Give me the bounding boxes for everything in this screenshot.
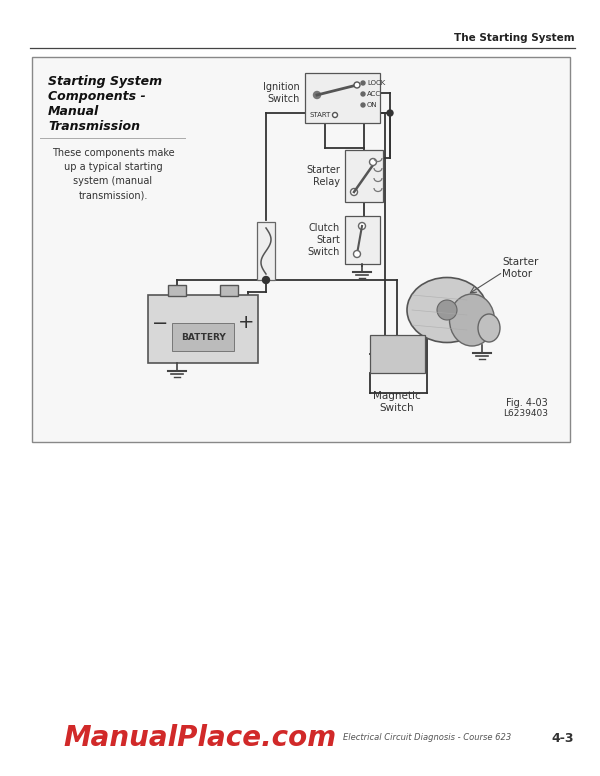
Text: START: START bbox=[309, 112, 331, 118]
Text: These components make
up a typical starting
system (manual
transmission).: These components make up a typical start… bbox=[52, 148, 175, 200]
Bar bbox=[148, 295, 258, 363]
Bar bbox=[305, 73, 380, 123]
Text: The Starting System: The Starting System bbox=[454, 33, 575, 43]
Text: Starter
Relay: Starter Relay bbox=[306, 165, 340, 187]
Bar bbox=[168, 285, 186, 296]
Bar bbox=[345, 216, 380, 264]
Circle shape bbox=[350, 189, 358, 196]
Text: ManualPlace.com: ManualPlace.com bbox=[64, 724, 337, 752]
Bar bbox=[32, 57, 570, 442]
Text: Fig. 4-03: Fig. 4-03 bbox=[506, 398, 548, 408]
Text: BATTERY: BATTERY bbox=[181, 332, 226, 341]
Circle shape bbox=[354, 82, 360, 88]
Bar bbox=[370, 335, 425, 373]
Bar bbox=[345, 150, 383, 202]
Bar bbox=[257, 222, 275, 280]
Text: ON: ON bbox=[367, 102, 377, 108]
Circle shape bbox=[359, 223, 365, 230]
Text: Transmission: Transmission bbox=[48, 120, 140, 133]
Text: ACC: ACC bbox=[367, 91, 381, 97]
Text: 4-3: 4-3 bbox=[551, 732, 574, 744]
Circle shape bbox=[387, 110, 393, 116]
Text: Starting System: Starting System bbox=[48, 75, 162, 88]
Circle shape bbox=[361, 92, 365, 96]
Ellipse shape bbox=[407, 278, 487, 342]
Ellipse shape bbox=[478, 314, 500, 342]
Text: Magnetic
Switch: Magnetic Switch bbox=[373, 391, 421, 413]
Text: Components -: Components - bbox=[48, 90, 146, 103]
Text: Starter
Motor: Starter Motor bbox=[502, 257, 538, 279]
Text: +: + bbox=[238, 314, 254, 332]
Ellipse shape bbox=[449, 294, 494, 346]
Text: LOCK: LOCK bbox=[367, 80, 385, 86]
Circle shape bbox=[353, 251, 361, 258]
Text: Ignition
Switch: Ignition Switch bbox=[263, 82, 300, 104]
Text: Electrical Circuit Diagnosis - Course 623: Electrical Circuit Diagnosis - Course 62… bbox=[343, 733, 511, 743]
Circle shape bbox=[314, 92, 320, 99]
Text: −: − bbox=[152, 314, 168, 332]
Circle shape bbox=[370, 158, 377, 165]
Bar bbox=[220, 285, 238, 296]
Text: L6239403: L6239403 bbox=[503, 409, 548, 418]
Circle shape bbox=[361, 103, 365, 107]
Circle shape bbox=[263, 276, 269, 283]
Text: Clutch
Start
Switch: Clutch Start Switch bbox=[308, 223, 340, 257]
Text: Manual: Manual bbox=[48, 105, 99, 118]
Circle shape bbox=[361, 81, 365, 85]
Circle shape bbox=[332, 113, 337, 117]
Circle shape bbox=[437, 300, 457, 320]
